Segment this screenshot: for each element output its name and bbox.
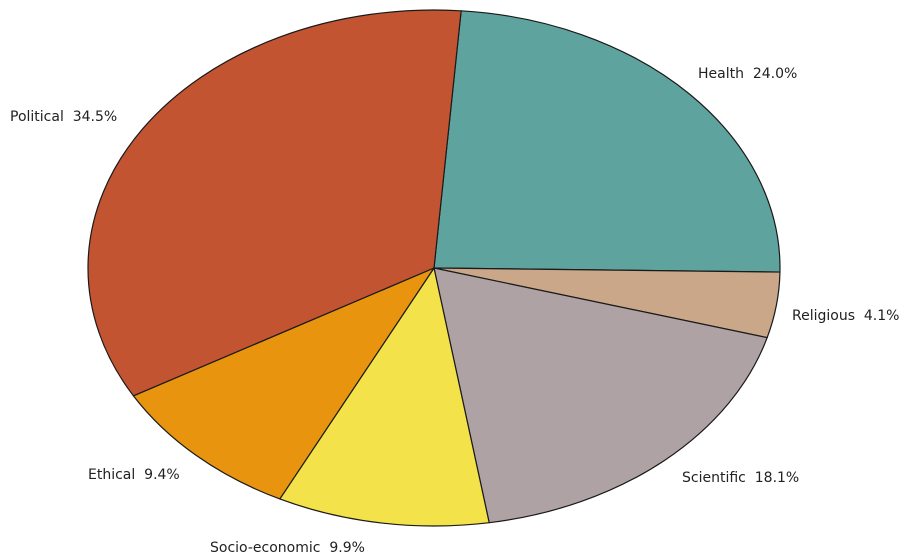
pie-slices — [87, 9, 781, 527]
slice-label-socio-economic: Socio-economic 9.9% — [210, 540, 365, 555]
pie-slice-ethical — [132, 267, 435, 500]
slice-label-health: Health 24.0% — [698, 66, 797, 82]
slice-label-political: Political 34.5% — [10, 109, 117, 125]
pie-slice-socio-economic — [279, 267, 490, 527]
pie-slice-political — [87, 9, 462, 397]
pie-labels: Health 24.0% Religious 4.1% Scientific 18.… — [10, 66, 899, 555]
pie-slice-health — [433, 10, 781, 273]
pie-slice-scientific — [433, 267, 768, 524]
slice-label-scientific: Scientific 18.1% — [682, 470, 799, 486]
slice-label-ethical: Ethical 9.4% — [88, 467, 180, 483]
slice-label-religious: Religious 4.1% — [792, 308, 899, 324]
